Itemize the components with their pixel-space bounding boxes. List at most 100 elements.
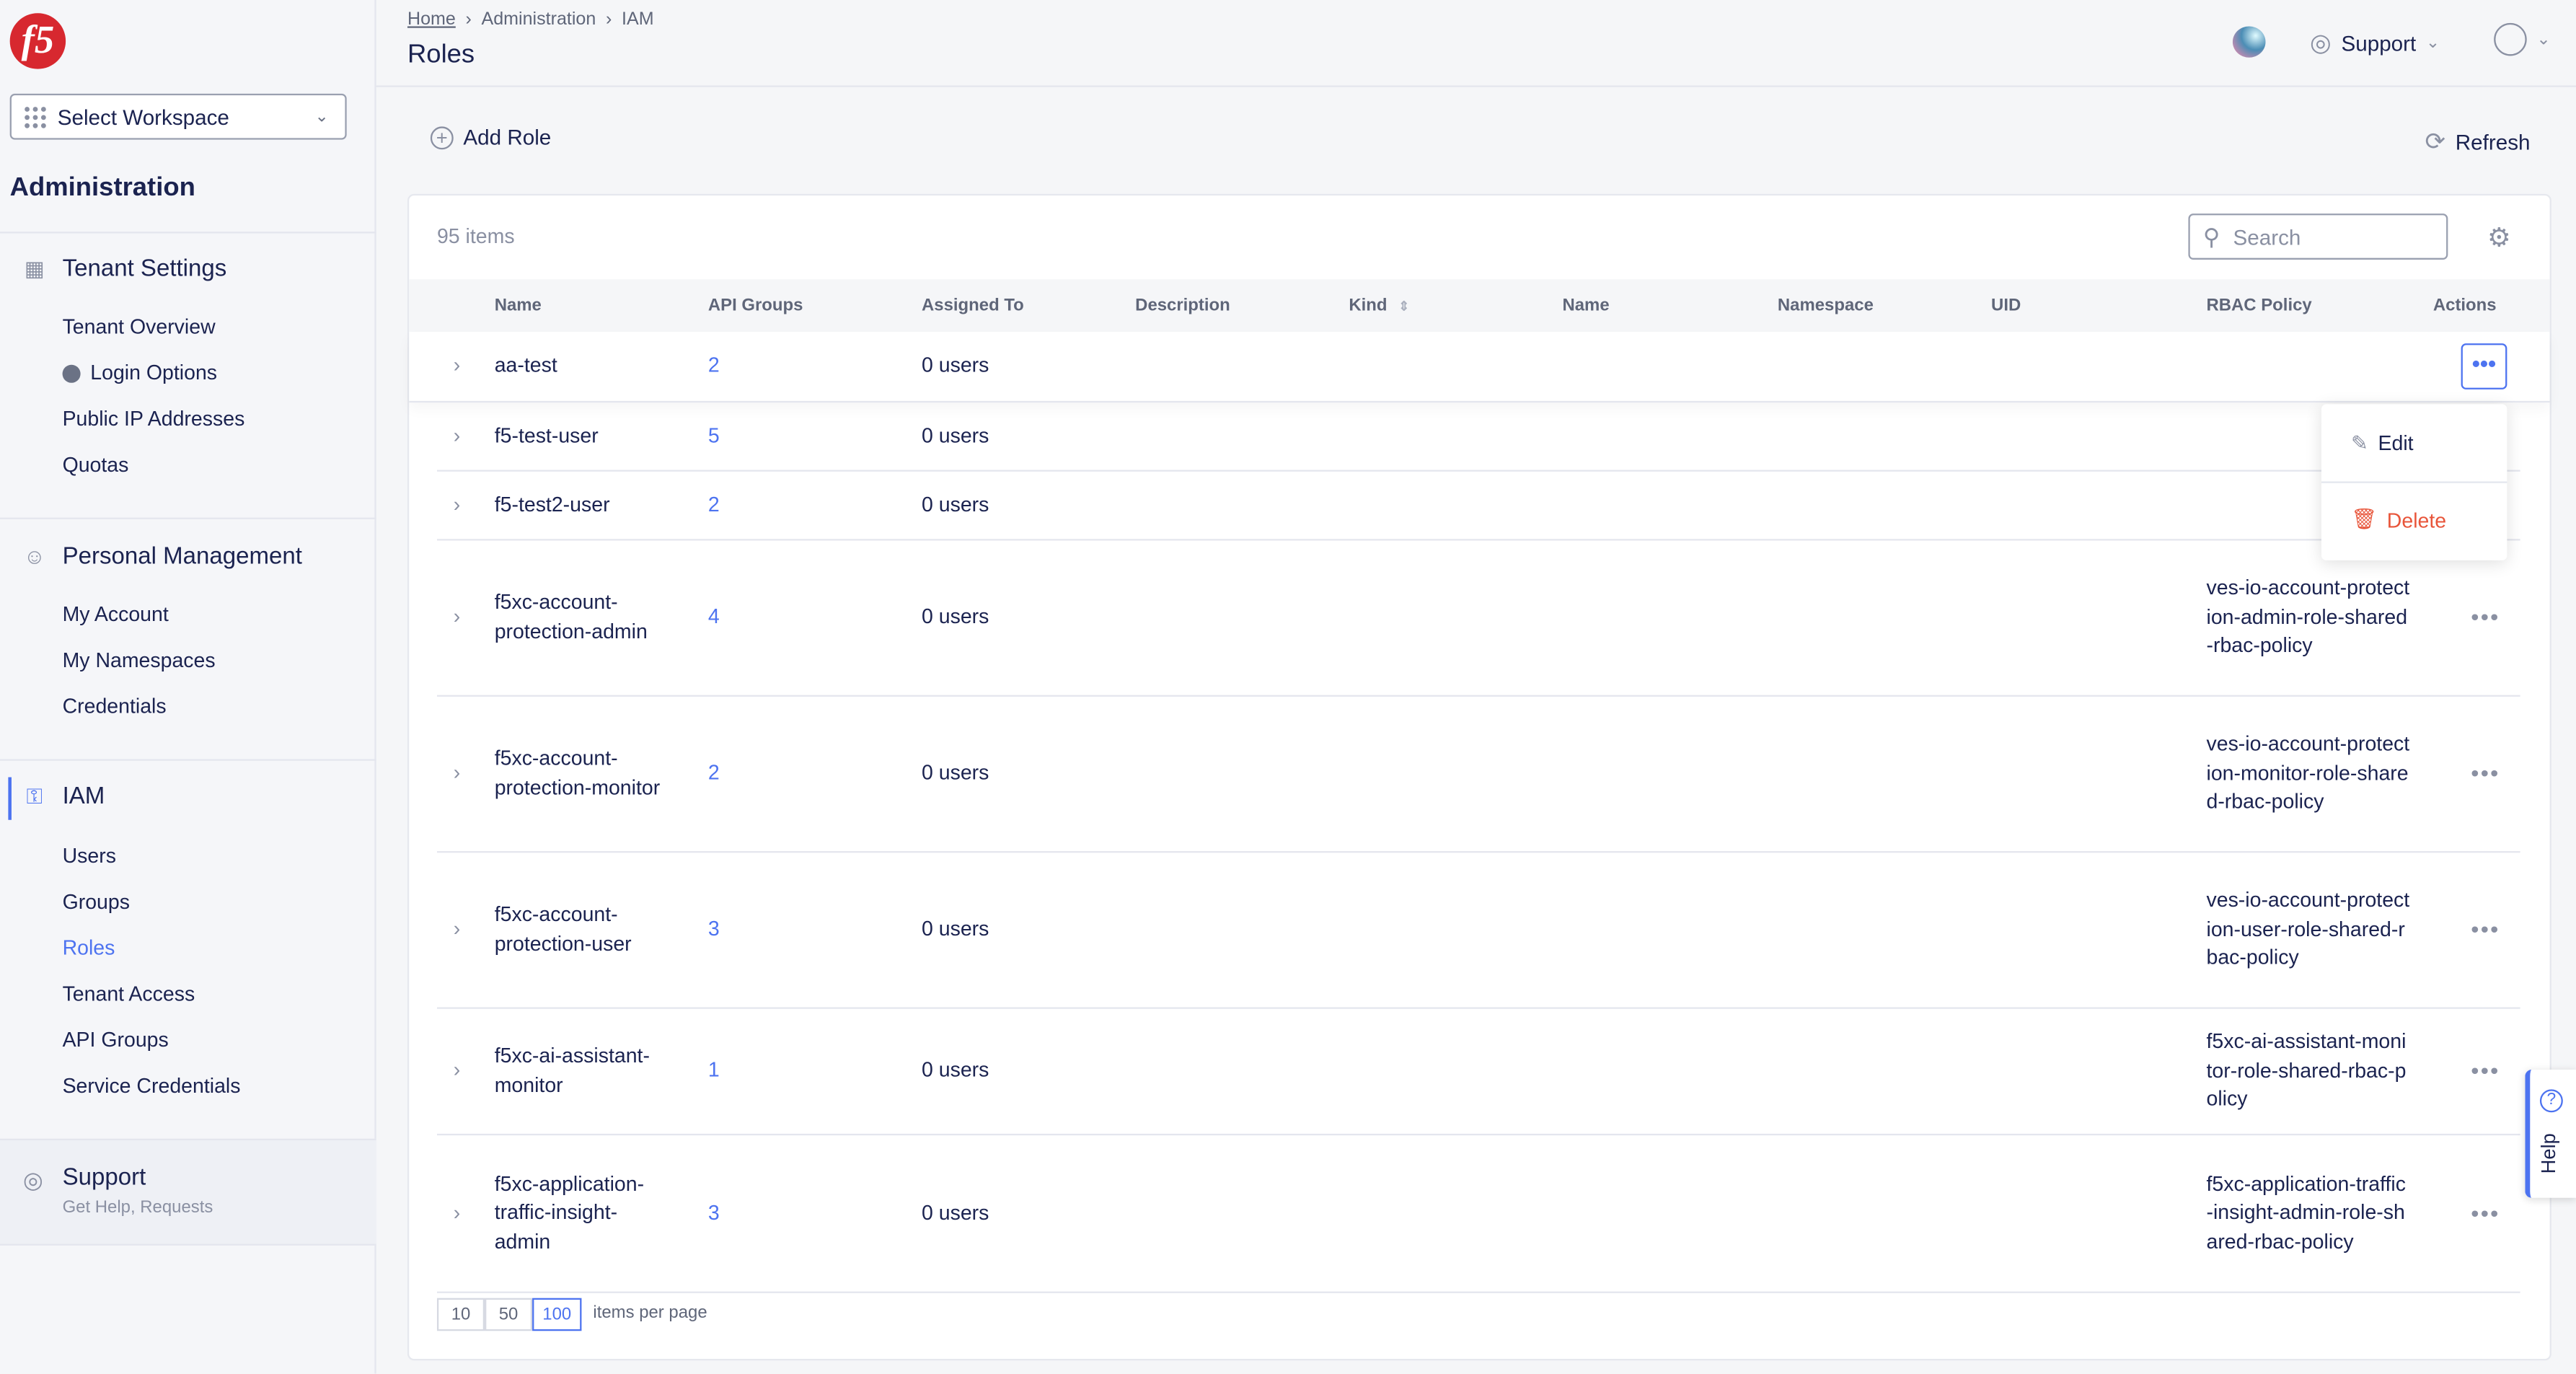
api-groups-link[interactable]: 1 [707, 1058, 720, 1082]
column-rbac-policy[interactable]: RBAC Policy [2206, 296, 2312, 316]
breadcrumb-administration[interactable]: Administration [481, 9, 596, 30]
divider [0, 232, 376, 234]
expand-chevron-icon[interactable]: › [453, 492, 461, 516]
sidebar-item-users[interactable]: Users [62, 844, 116, 868]
api-groups-link[interactable]: 3 [707, 1200, 720, 1224]
assigned-to: 0 users [922, 353, 989, 377]
expand-chevron-icon[interactable]: › [453, 604, 461, 628]
f5-logo[interactable]: f5 [9, 13, 66, 69]
workspace-select[interactable]: Select Workspace ⌄ [9, 93, 347, 140]
support-menu[interactable]: ◎ Support ⌄ [2310, 28, 2440, 58]
table-row[interactable]: › f5xc-account-protection-monitor 2 0 users… [436, 697, 2520, 853]
sidebar-item-groups[interactable]: Groups [62, 890, 130, 914]
table-row[interactable]: › f5xc-application-traffic-insight-admin 3… [436, 1135, 2520, 1293]
breadcrumb-home[interactable]: Home [407, 9, 456, 30]
grid-icon [25, 105, 46, 128]
sidebar-item-quotas[interactable]: Quotas [62, 453, 129, 477]
expand-chevron-icon[interactable]: › [453, 1058, 461, 1082]
expand-chevron-icon[interactable]: › [453, 917, 461, 941]
sidebar-support[interactable]: ◎ Support Get Help, Requests [0, 1138, 376, 1246]
expand-chevron-icon[interactable]: › [453, 353, 461, 377]
table-row[interactable]: › f5-test-user 5 0 users [436, 402, 2520, 472]
api-groups-link[interactable]: 3 [707, 917, 720, 941]
sidebar-item-api-groups[interactable]: API Groups [62, 1029, 169, 1052]
column-name[interactable]: Name [494, 296, 542, 316]
sidebar-item-my-namespaces[interactable]: My Namespaces [62, 648, 216, 672]
expand-chevron-icon[interactable]: › [453, 1200, 461, 1224]
sidebar-item-tenant-overview[interactable]: Tenant Overview [62, 315, 216, 339]
sidebar-item-login-options[interactable]: Login Options [62, 361, 217, 384]
column-uid[interactable]: UID [1991, 296, 2021, 316]
api-groups-link[interactable]: 5 [707, 423, 720, 447]
refresh-button[interactable]: ⟳ Refresh [2425, 126, 2530, 157]
sidebar-item-service-credentials[interactable]: Service Credentials [62, 1074, 241, 1098]
more-actions-button[interactable]: ••• [2471, 603, 2500, 630]
sidebar-item-my-account[interactable]: My Account [62, 603, 169, 626]
expand-chevron-icon[interactable]: › [453, 423, 461, 447]
active-indicator [8, 777, 12, 820]
support-label: Support [2341, 30, 2417, 56]
more-actions-button[interactable]: ••• [2461, 343, 2507, 389]
lifebuoy-icon: ◎ [2310, 30, 2332, 58]
rbac-policy: f5xc-​ai-​assistant-​monitor-​role-​shar… [2206, 1029, 2407, 1111]
more-actions-button[interactable]: ••• [2471, 915, 2500, 942]
person-icon: ☺ [23, 544, 45, 569]
api-groups-link[interactable]: 2 [707, 761, 720, 785]
chevron-down-icon: ⌄ [2425, 33, 2440, 52]
menu-item-delete[interactable]: 🗑 Delete [2351, 508, 2446, 532]
column-description[interactable]: Description [1135, 296, 1230, 316]
sidebar-item-credentials[interactable]: Credentials [62, 695, 167, 718]
page-size-10[interactable]: 10 [436, 1298, 485, 1331]
menu-item-edit[interactable]: ✎ Edit [2351, 431, 2414, 455]
add-role-label: Add Role [463, 125, 552, 150]
sidebar-item-public-ip[interactable]: Public IP Addresses [62, 407, 245, 431]
table-row[interactable]: › aa-test 2 0 users ••• [409, 332, 2550, 403]
column-kind[interactable]: Kind ⇕ [1349, 296, 1409, 315]
user-avatar-icon [2494, 22, 2527, 56]
section-title: Tenant Settings [62, 256, 227, 283]
sidebar-section-personal-management[interactable]: ☺ Personal Management [23, 544, 302, 570]
roles-table-card [407, 193, 2551, 1361]
column-api-groups[interactable]: API Groups [707, 296, 803, 316]
api-groups-link[interactable]: 2 [707, 492, 720, 516]
user-menu[interactable]: ⌄ [2494, 22, 2551, 56]
assigned-to: 0 users [922, 1200, 989, 1224]
rbac-policy: ves-​io-​account-​protection-​monitor-​r… [2206, 732, 2410, 814]
sidebar-item-tenant-access[interactable]: Tenant Access [62, 982, 195, 1006]
column-assigned-to[interactable]: Assigned To [922, 296, 1024, 316]
search-placeholder: Search [2233, 224, 2301, 250]
api-groups-link[interactable]: 2 [707, 353, 720, 377]
api-groups-link[interactable]: 4 [707, 604, 720, 628]
rbac-policy: ves-​io-​account-​protection-​admin-​rol… [2206, 576, 2410, 657]
more-actions-button[interactable]: ••• [2471, 1057, 2500, 1083]
lifebuoy-icon: ◎ [22, 1166, 43, 1193]
breadcrumb: Home › Administration › IAM [407, 10, 654, 30]
search-input[interactable]: ⚲ Search [2188, 213, 2448, 260]
more-actions-button[interactable]: ••• [2471, 759, 2500, 786]
sidebar-item-roles[interactable]: Roles [62, 936, 115, 960]
add-role-button[interactable]: + Add Role [430, 125, 552, 150]
page-size-50[interactable]: 50 [485, 1298, 533, 1331]
help-label: Help [2537, 1133, 2561, 1174]
assigned-to: 0 users [922, 492, 989, 516]
role-name: f5-test-user [494, 423, 599, 447]
building-icon: ▦ [24, 256, 45, 281]
table-row[interactable]: › f5xc-account-protection-user 3 0 users ves… [436, 853, 2520, 1009]
column-namespace[interactable]: Namespace [1777, 296, 1874, 316]
delete-label: Delete [2386, 508, 2447, 532]
help-tab[interactable]: ? Help [2525, 1070, 2576, 1198]
table-row[interactable]: › f5-test2-user 2 0 users [436, 472, 2520, 541]
table-row[interactable]: › f5xc-account-protection-admin 4 0 users ve… [436, 540, 2520, 697]
sidebar-section-tenant-settings[interactable]: ▦ Tenant Settings [23, 256, 226, 282]
expand-chevron-icon[interactable]: › [453, 761, 461, 785]
gear-icon[interactable]: ⚙ [2487, 225, 2511, 253]
sidebar-section-iam[interactable]: ⚿ IAM [23, 784, 105, 810]
divider [0, 759, 376, 761]
ai-assistant-orb[interactable] [2232, 26, 2266, 58]
divider [2321, 481, 2507, 483]
more-actions-button[interactable]: ••• [2471, 1199, 2500, 1225]
page-size-100[interactable]: 100 [532, 1298, 582, 1331]
table-row[interactable]: › f5xc-ai-assistant-monitor 1 0 users f5xc-​… [436, 1009, 2520, 1136]
chevron-down-icon: ⌄ [314, 107, 329, 126]
column-name-2[interactable]: Name [1562, 296, 1610, 316]
